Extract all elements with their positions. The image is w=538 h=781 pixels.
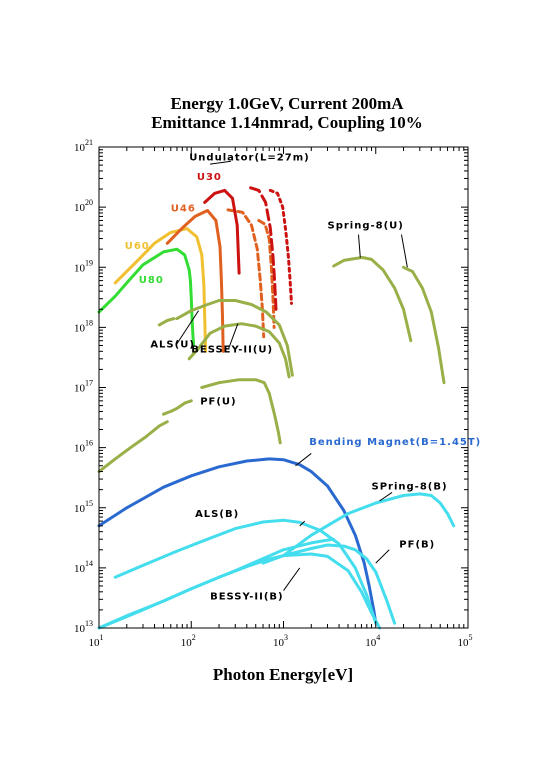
series-pf-u-low-line: [97, 420, 169, 474]
x-axis-label: Photon Energy[eV]: [213, 665, 353, 684]
series-pf-u-mid-line: [162, 399, 193, 416]
series-u60-tail-line: [200, 253, 208, 353]
series-u46-h3-line: [226, 208, 266, 339]
y-tick-label: 1019: [74, 258, 93, 274]
leader-line: [210, 160, 232, 165]
annotation-u80: U80: [139, 275, 164, 286]
x-tick-label: 101: [89, 633, 104, 649]
series-spring-8-u-high-line: [402, 265, 446, 385]
series-u46-tail-line: [218, 245, 225, 353]
y-tick-label: 1015: [74, 499, 93, 515]
leader-line: [379, 491, 393, 502]
series-bessey-ii-u-line: [187, 322, 291, 379]
annotation-u30: U30: [197, 172, 222, 183]
leader-line: [400, 234, 408, 268]
series-extra-cyan-line: [97, 537, 336, 630]
annotations: Undulator(L=27m) U30 U46 U60 U80 Spring-8(U) A…: [125, 152, 481, 602]
x-tick-label: 102: [181, 633, 196, 649]
annotation-pf-b: PF(B): [399, 539, 435, 550]
series-als-u-line: [175, 299, 294, 377]
y-tick-label: 1016: [74, 439, 93, 455]
x-tick-label: 103: [273, 633, 288, 649]
series-u30-h5-line: [268, 188, 293, 305]
leader-line: [228, 323, 239, 349]
series-u80-tail-line: [187, 268, 196, 347]
series-u30-line: [203, 188, 241, 275]
annotation-als-u: ALS(U): [150, 340, 195, 351]
annotation-bessy-ii-b: BESSY-II(B): [210, 591, 284, 602]
series-pf-b-line: [261, 543, 397, 625]
x-tick-label: 104: [365, 633, 380, 649]
leader-line: [283, 567, 301, 591]
series-u46-line: [165, 209, 222, 249]
annotation-pf-u: PF(U): [200, 397, 236, 408]
series-bending-magnet-b-1-45t-line: [97, 457, 378, 625]
series-u30-h3-line: [249, 186, 278, 311]
annotation-spring-8-b: SPring-8(B): [372, 482, 448, 493]
series-u46-h5-line: [257, 219, 276, 329]
leader-line: [299, 520, 306, 527]
annotation-spring-8-u: Spring-8(U): [328, 221, 404, 232]
y-tick-label: 1021: [74, 138, 93, 154]
y-tick-label: 1014: [74, 559, 93, 575]
y-tick-label: 1017: [74, 379, 93, 395]
y-tick-label: 1013: [74, 619, 93, 635]
y-tick-label: 1020: [74, 198, 93, 214]
series-pf-u-line: [200, 378, 282, 445]
annotation-u46: U46: [171, 203, 196, 214]
annotation-undulator-l-27m: Undulator(L=27m): [189, 152, 310, 163]
annotation-bending-magnet-b-1-45t: Bending Magnet(B=1.45T): [309, 437, 481, 448]
chart-subtitle: Emittance 1.14nmrad, Coupling 10%: [151, 113, 423, 132]
annotation-u60: U60: [125, 241, 150, 252]
series-als-u-low-line: [157, 317, 176, 327]
annotation-als-b: ALS(B): [195, 509, 239, 520]
x-tick-label: 105: [458, 633, 473, 649]
leader-line: [295, 453, 312, 467]
series-spring-8-b-line: [282, 492, 456, 558]
leader-line: [375, 549, 390, 564]
annotation-bessey-ii-u: BESSEY-II(U): [191, 345, 273, 356]
axis-ticks: 101 102 103 104 105 1013 1014 1015 1016 1017 1018 1…: [74, 138, 473, 649]
series-als-b-line: [113, 518, 378, 625]
series-spring-8-u-low-line: [332, 256, 413, 343]
series-u80-line: [97, 247, 191, 314]
series-layer: [97, 186, 456, 630]
chart-title: Energy 1.0GeV, Current 200mA: [170, 94, 404, 113]
leader-line: [175, 310, 199, 346]
y-tick-label: 1018: [74, 318, 93, 334]
leader-lines: [175, 160, 408, 591]
leader-line: [357, 234, 361, 258]
series-u60-line: [113, 227, 204, 285]
